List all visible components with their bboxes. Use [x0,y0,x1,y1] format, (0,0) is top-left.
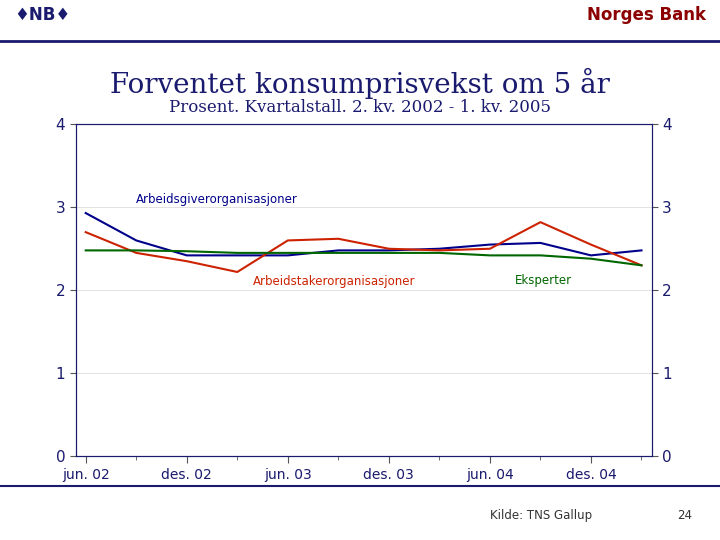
Text: Arbeidstakerorganisasjoner: Arbeidstakerorganisasjoner [253,275,415,288]
Text: Arbeidsgiverorganisasjoner: Arbeidsgiverorganisasjoner [136,193,298,206]
Text: ♦NB♦: ♦NB♦ [14,6,71,24]
Text: Forventet konsumprisvekst om 5 år: Forventet konsumprisvekst om 5 år [110,68,610,99]
Text: Kilde: TNS Gallup: Kilde: TNS Gallup [490,509,592,522]
Text: Prosent. Kvartalstall. 2. kv. 2002 - 1. kv. 2005: Prosent. Kvartalstall. 2. kv. 2002 - 1. … [169,99,551,117]
Text: 24: 24 [677,509,692,522]
Text: Eksperter: Eksperter [516,274,572,287]
Text: Norges Bank: Norges Bank [587,6,706,24]
